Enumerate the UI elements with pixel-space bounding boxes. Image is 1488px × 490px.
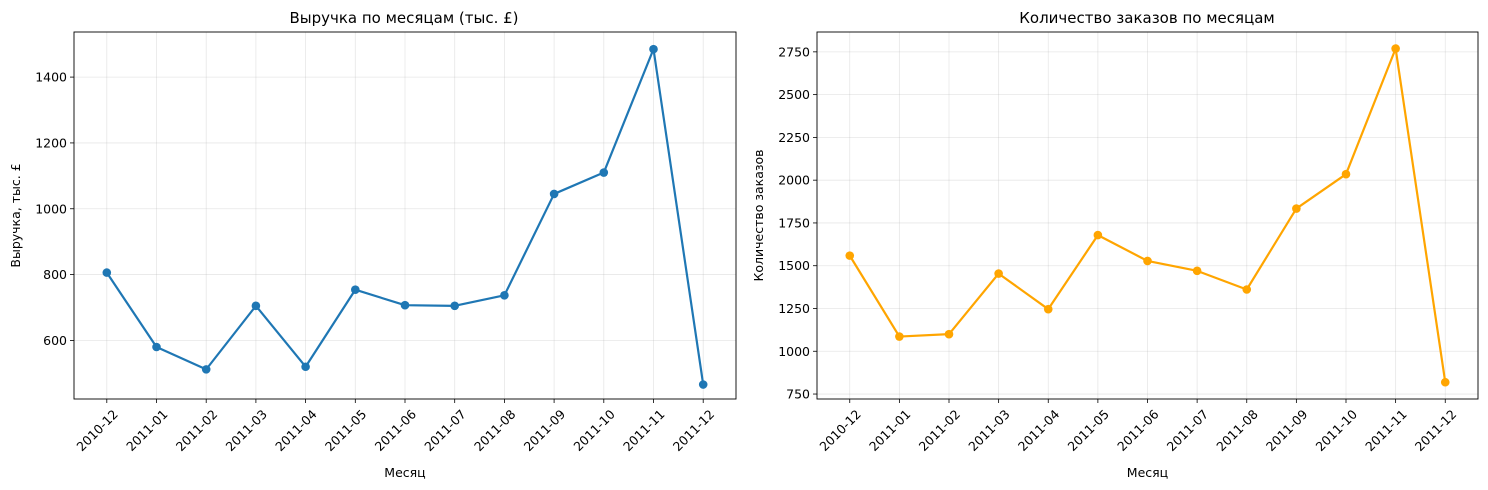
x-tick-label: 2011-04 xyxy=(272,406,320,454)
data-point xyxy=(1341,169,1351,179)
y-tick-label: 1000 xyxy=(35,201,67,216)
data-point xyxy=(845,251,855,260)
data-point xyxy=(301,362,310,372)
x-tick-label: 2011-06 xyxy=(372,406,420,454)
data-point xyxy=(599,168,609,177)
y-tick-label: 1200 xyxy=(35,135,67,150)
x-tick-label: 2011-03 xyxy=(222,407,270,455)
y-axis-ticks: 600 800 1000 1200 1400 xyxy=(35,70,74,348)
y-axis-ticks: 750 1000 1250 1500 1750 2000 2250 2500 2750 xyxy=(778,44,817,402)
y-tick-label: 750 xyxy=(786,387,810,402)
data-point xyxy=(1292,204,1301,213)
data-point xyxy=(1192,266,1202,276)
x-tick-label: 2011-12 xyxy=(670,407,718,455)
x-tick-label: 2010-12 xyxy=(73,407,121,455)
data-point xyxy=(251,301,261,311)
x-tick-label: 2011-05 xyxy=(322,407,370,455)
series xyxy=(102,44,708,389)
y-tick-label: 1000 xyxy=(778,344,810,359)
y-tick-label: 600 xyxy=(43,333,67,348)
x-axis-label: Месяц xyxy=(384,465,425,480)
x-tick-label: 2011-10 xyxy=(570,406,618,454)
data-point xyxy=(1440,377,1450,387)
x-tick-label: 2011-06 xyxy=(1114,406,1162,454)
x-tick-label: 2011-08 xyxy=(471,406,519,454)
data-point xyxy=(649,44,658,54)
x-tick-label: 2011-09 xyxy=(521,406,569,454)
x-tick-label: 2011-11 xyxy=(620,407,668,455)
x-axis-ticks: 2010-12 2011-01 2011-02 2011-03 2011-04 2011-… xyxy=(73,399,717,454)
x-tick-label: 2011-02 xyxy=(173,407,221,455)
data-point xyxy=(500,291,509,300)
x-tick-label: 2011-07 xyxy=(421,407,469,455)
y-tick-label: 2250 xyxy=(778,130,810,145)
data-point xyxy=(698,380,708,389)
data-point xyxy=(1391,44,1400,53)
y-tick-label: 1500 xyxy=(778,258,810,273)
x-tick-label: 2011-01 xyxy=(123,407,171,455)
x-axis-label: Месяц xyxy=(1127,465,1168,480)
data-point xyxy=(994,269,1003,278)
x-tick-label: 2011-07 xyxy=(1164,407,1212,455)
grid xyxy=(74,32,736,399)
x-tick-label: 2011-01 xyxy=(866,407,914,455)
x-tick-label: 2011-03 xyxy=(965,407,1013,455)
orders-chart: Количество заказов по месяцам 750 1000 125… xyxy=(751,9,1479,480)
x-tick-label: 2011-04 xyxy=(1015,406,1063,454)
y-axis-label: Выручка, тыс. £ xyxy=(8,163,23,267)
series xyxy=(845,44,1450,387)
x-axis-ticks: 2010-12 2011-01 2011-02 2011-03 2011-04 2011-… xyxy=(816,399,1459,454)
data-point xyxy=(549,189,559,199)
data-point xyxy=(152,342,161,352)
x-tick-label: 2011-02 xyxy=(916,407,964,455)
plot-frame xyxy=(73,31,737,400)
y-tick-label: 2750 xyxy=(778,44,810,59)
plot-frame xyxy=(816,31,1479,400)
grid xyxy=(817,32,1478,399)
y-tick-label: 2000 xyxy=(778,173,810,188)
x-tick-label: 2011-12 xyxy=(1412,407,1460,455)
x-tick-label: 2011-10 xyxy=(1313,406,1361,454)
y-axis-label: Количество заказов xyxy=(751,149,766,281)
y-tick-label: 2500 xyxy=(778,87,810,102)
data-point xyxy=(201,365,211,374)
y-tick-label: 1400 xyxy=(35,70,67,85)
revenue-chart: Выручка по месяцам (тыс. £) 600 800 1000 12… xyxy=(8,9,737,480)
data-point xyxy=(450,301,459,311)
x-tick-label: 2011-08 xyxy=(1213,406,1261,454)
chart-title: Выручка по месяцам (тыс. £) xyxy=(289,9,518,27)
data-point xyxy=(1043,304,1053,314)
x-tick-label: 2011-09 xyxy=(1263,406,1311,454)
x-tick-label: 2011-11 xyxy=(1362,407,1410,455)
data-point xyxy=(944,329,954,339)
data-point xyxy=(1242,285,1252,294)
y-tick-label: 1250 xyxy=(778,301,810,316)
y-tick-label: 800 xyxy=(43,267,67,282)
y-tick-label: 1750 xyxy=(778,215,810,230)
data-point xyxy=(102,268,112,277)
chart-title: Количество заказов по месяцам xyxy=(1019,9,1275,27)
data-point xyxy=(1093,230,1103,240)
data-point xyxy=(895,332,904,341)
x-tick-label: 2010-12 xyxy=(816,407,864,455)
data-point xyxy=(400,300,410,310)
data-point xyxy=(1143,256,1152,266)
data-point xyxy=(351,285,360,295)
x-tick-label: 2011-05 xyxy=(1064,407,1112,455)
